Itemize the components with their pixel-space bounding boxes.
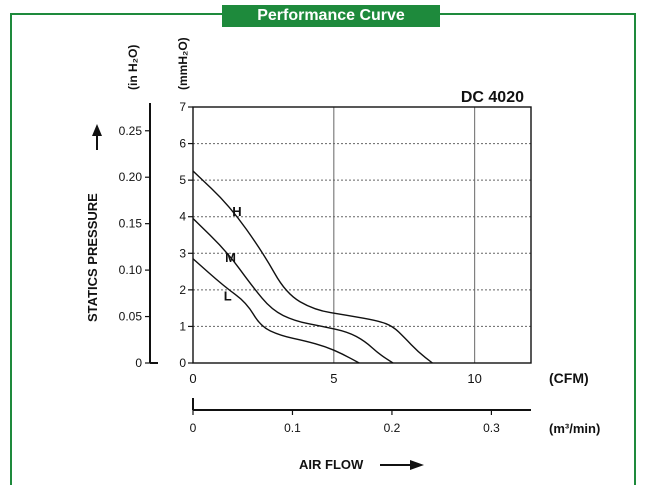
y-unit-right: (mmH₂O) <box>176 37 190 90</box>
series-lines <box>192 170 433 364</box>
model-label: DC 4020 <box>461 89 524 106</box>
y2-tick-label: 0.25 <box>119 124 143 138</box>
axes <box>92 103 532 470</box>
x2-tick-label: 0 <box>190 421 197 435</box>
y-axis-label: STATICS PRESSURE <box>85 193 100 322</box>
y-tick-label: 4 <box>179 210 186 224</box>
labels: 0 1 2 3 4 5 6 7 0 5 10 0 0.05 0.10 0.15 0.20 0.25 0 0.1 0.2… <box>119 100 500 435</box>
chart-title: Performance Curve <box>222 5 440 27</box>
x2-tick-label: 0.1 <box>284 421 301 435</box>
x-tick-label: 0 <box>189 371 196 386</box>
series-line-H <box>192 170 433 364</box>
y-tick-label: 5 <box>179 173 186 187</box>
y-tick-label: 1 <box>179 319 186 333</box>
y2-tick-label: 0 <box>135 356 142 370</box>
y-tick-label: 6 <box>179 137 186 151</box>
series-label-L: L <box>224 288 232 303</box>
grid <box>193 106 531 363</box>
y-unit-left: (in H₂O) <box>126 45 140 90</box>
airflow-arrow-head <box>410 460 424 470</box>
y-tick-label: 3 <box>179 246 186 260</box>
y-tick-label: 7 <box>179 100 186 114</box>
y2-tick-label: 0.15 <box>119 217 143 231</box>
x-unit-primary: (CFM) <box>549 370 589 386</box>
y-tick-label: 2 <box>179 283 186 297</box>
x-tick-label: 5 <box>330 371 337 386</box>
plot-frame <box>192 106 532 364</box>
series-line-L <box>192 258 360 364</box>
x2-tick-label: 0.3 <box>483 421 500 435</box>
series-label-M: M <box>225 250 236 265</box>
x2-tick-label: 0.2 <box>384 421 401 435</box>
x-unit-secondary: (m³/min) <box>549 421 600 436</box>
x-axis-label: AIR FLOW <box>299 457 364 472</box>
x-tick-label: 10 <box>467 371 481 386</box>
series-label-H: H <box>232 204 241 219</box>
y2-tick-label: 0.05 <box>119 310 143 324</box>
series-line-M <box>192 218 394 364</box>
y-tick-label: 0 <box>179 356 186 370</box>
y2-tick-label: 0.20 <box>119 170 143 184</box>
y2-tick-label: 0.10 <box>119 263 143 277</box>
pressure-arrow-head <box>92 124 102 136</box>
